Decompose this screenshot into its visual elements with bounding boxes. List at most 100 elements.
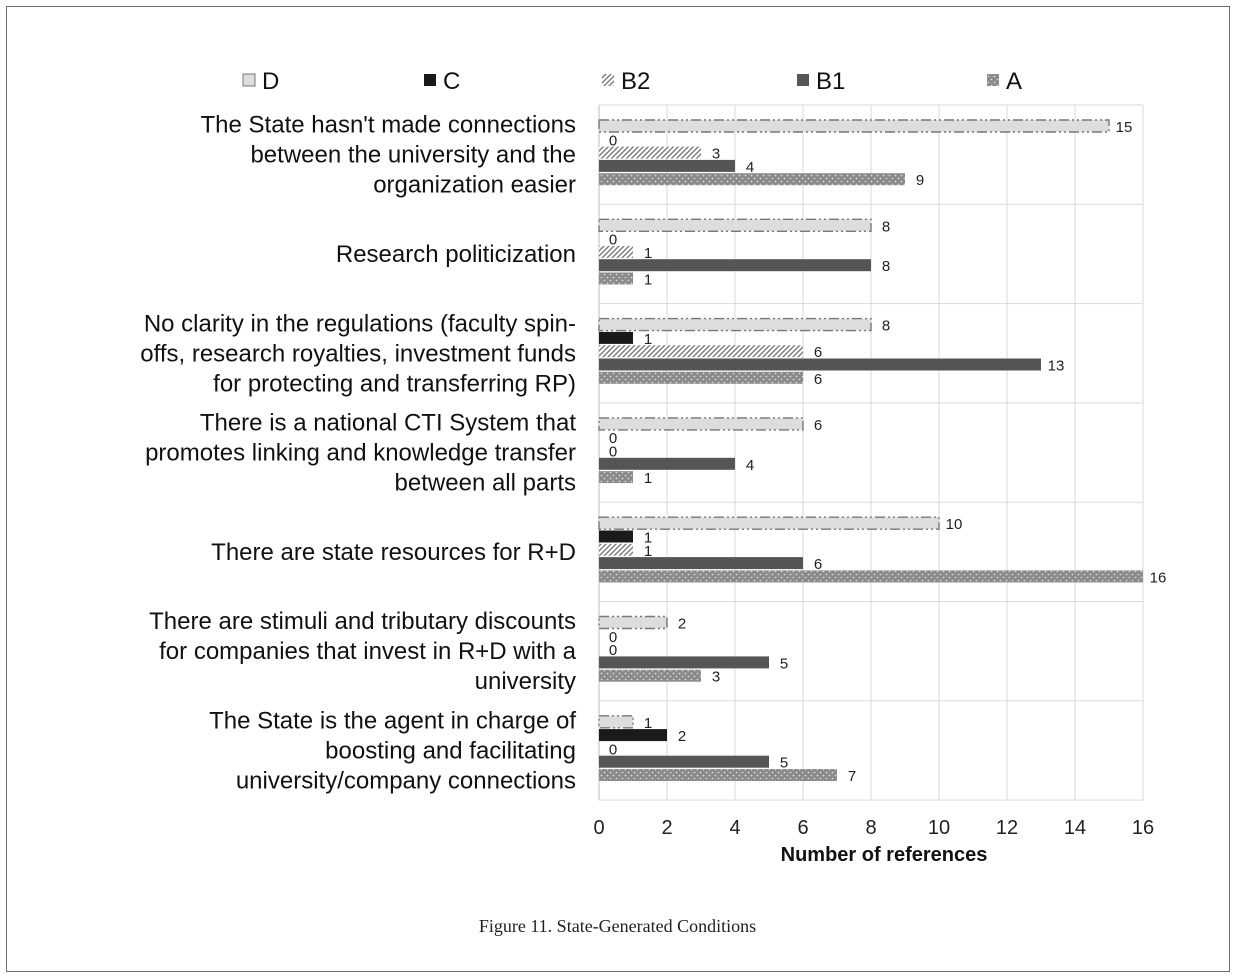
category-label: No clarity in the regulations (faculty s… [140,310,576,397]
bar-a [599,471,633,484]
bar-d [598,516,940,530]
data-label: 0 [609,741,617,758]
figure-caption: Figure 11. State-Generated Conditions [478,916,757,936]
bar-d [598,218,872,233]
x-tick-label: 6 [797,817,808,839]
legend: D C B2 B1 A [242,68,1022,95]
legend-swatch [602,74,614,86]
legend-label: D [262,68,279,95]
bar-b1 [599,656,769,669]
bar-b1 [599,358,1041,371]
legend-label: B2 [621,68,650,95]
bar-b2 [599,543,633,556]
bar-a [599,272,633,285]
data-label: 3 [712,146,720,163]
x-tick-label: 16 [1132,817,1154,839]
bar-c [599,729,667,742]
legend-label: A [1006,68,1022,95]
x-axis-label: Number of references [781,844,988,866]
category-labels: The State hasn't made connections between… [140,112,576,795]
data-label: 7 [848,768,856,785]
data-label: 3 [712,669,720,686]
bar-a [599,570,1143,583]
bar-b1 [599,755,769,768]
data-label: 6 [814,344,822,361]
category-label: Research politicization [336,241,576,268]
category-label: The State hasn't made connections between… [201,112,576,199]
category-label: There are state resources for R+D [211,539,576,566]
data-label: 0 [609,642,617,659]
legend-swatch [424,74,436,86]
legend-swatch [797,74,809,86]
bar-b1 [599,159,735,172]
data-label: 6 [814,417,822,434]
x-tick-labels: 0 2 4 6 8 10 12 14 16 [593,817,1154,839]
data-label: 1 [644,272,652,289]
bar-b1 [599,557,803,570]
data-label: 1 [644,245,652,262]
data-label: 0 [609,629,617,646]
data-label: 0 [609,444,617,461]
bar-b2 [599,146,701,159]
data-label: 8 [882,318,890,335]
bar-c [599,331,633,344]
legend-label: B1 [816,68,845,95]
x-tick-label: 4 [729,817,740,839]
category-label: There are stimuli and tributary discount… [149,608,577,695]
bar-a [599,669,701,682]
bar-a [599,173,905,186]
category-label: The State is the agent in charge of boost… [209,707,576,794]
data-label: 1 [644,470,652,487]
bar-c [599,530,633,543]
data-label: 16 [1150,569,1167,586]
x-tick-label: 8 [865,817,876,839]
data-label: 15 [1116,119,1133,136]
figure-frame [6,6,1230,972]
data-label: 4 [746,159,754,176]
data-label: 2 [678,728,686,745]
data-label: 6 [814,371,822,388]
data-label: 1 [644,715,652,732]
data-label: 10 [946,516,963,533]
bar-b1 [599,457,735,470]
bar-a [599,371,803,384]
data-label: 6 [814,556,822,573]
data-label: 4 [746,457,754,474]
bar-chart: 150349801818161366004110116162005312057 … [140,68,1167,866]
data-label: 0 [609,232,617,249]
bar-b2 [599,245,633,258]
x-tick-label: 0 [593,817,604,839]
legend-item-a: A [987,68,1022,95]
data-label: 5 [780,655,788,672]
data-label: 0 [609,132,617,149]
category-label: There is a national CTI System that promo… [145,410,576,497]
bar-d [598,119,1110,133]
gridlines [598,104,1144,801]
legend-item-b2: B2 [602,68,650,95]
bar-b1 [599,259,871,272]
legend-item-d: D [242,68,279,95]
bars [598,119,1143,781]
bar-d [598,715,634,729]
data-label: 5 [780,755,788,772]
legend-swatch [242,73,256,87]
legend-label: C [443,68,460,95]
data-label: 8 [882,218,890,235]
bar-d [598,417,804,431]
x-tick-label: 14 [1064,817,1086,839]
data-label: 0 [609,430,617,447]
data-label: 9 [916,172,924,189]
legend-item-c: C [424,68,460,95]
data-label: 1 [644,530,652,547]
data-label: 8 [882,258,890,275]
x-tick-label: 10 [928,817,950,839]
bar-a [599,769,837,781]
data-label: 1 [644,543,652,560]
x-tick-label: 2 [661,817,672,839]
data-label: 1 [644,331,652,348]
data-label: 2 [678,616,686,633]
bar-b2 [599,345,803,358]
bar-d [598,615,668,630]
bar-d [598,317,872,332]
